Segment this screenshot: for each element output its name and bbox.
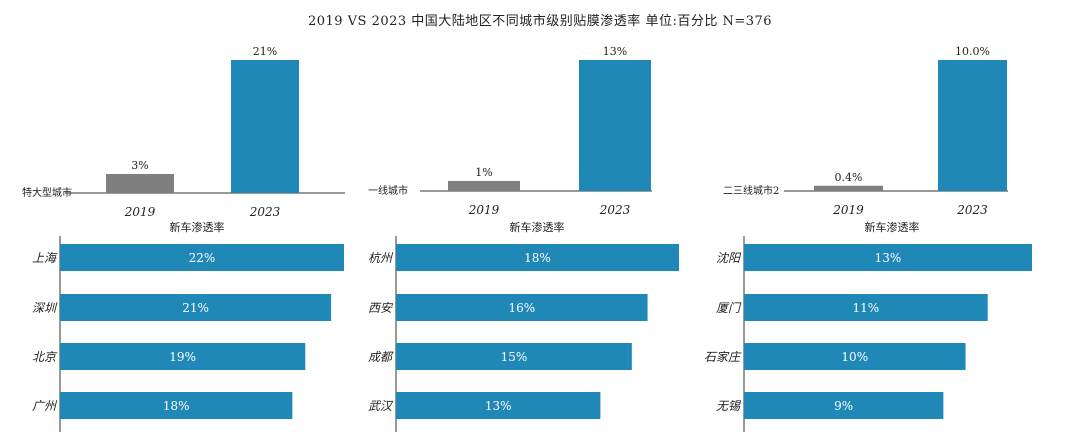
city-bar-value: 19% <box>169 350 196 364</box>
city-label: 北京 <box>32 350 58 364</box>
bar-2023 <box>579 60 651 191</box>
city-tier-label: 一线城市 <box>368 184 408 197</box>
city-bar <box>60 343 306 370</box>
x-tick-label: 2023 <box>956 203 988 217</box>
city-bar <box>60 392 293 419</box>
x-tick-label: 2023 <box>599 203 631 217</box>
city-tier-label: 二三线城市2 <box>723 184 779 197</box>
city-bar <box>744 343 966 370</box>
city-bar <box>60 294 332 321</box>
city-label: 西安 <box>368 301 394 315</box>
city-bar-value: 16% <box>508 301 535 315</box>
city-bar-value: 9% <box>834 399 853 413</box>
city-label: 深圳 <box>32 301 58 315</box>
city-bar <box>744 244 1032 271</box>
bar-value-label: 0.4% <box>835 171 863 184</box>
city-label: 沈阳 <box>716 251 742 265</box>
sub-chart-title: 新车渗透率 <box>865 220 920 234</box>
city-bar-value: 15% <box>501 350 528 364</box>
city-label: 石家庄 <box>704 350 742 364</box>
city-bar-value: 13% <box>875 251 902 265</box>
city-tier-label: 特大型城市 <box>22 186 72 199</box>
city-bar-value: 22% <box>189 251 216 265</box>
bar-2019 <box>814 185 883 191</box>
city-bar-value: 13% <box>485 399 512 413</box>
city-bar <box>744 294 988 321</box>
x-tick-label: 2019 <box>468 203 500 217</box>
x-tick-label: 2023 <box>249 205 281 219</box>
city-label: 成都 <box>368 350 394 364</box>
bar-2023 <box>938 60 1007 191</box>
x-tick-label: 2019 <box>832 203 864 217</box>
bar-2019 <box>106 174 174 193</box>
city-label: 无锡 <box>716 399 742 413</box>
bar-value-label: 13% <box>603 45 627 58</box>
bar-value-label: 10.0% <box>955 45 990 58</box>
city-bar <box>396 244 679 271</box>
city-bar <box>396 392 601 419</box>
city-label: 杭州 <box>368 251 394 265</box>
city-label: 上海 <box>32 251 58 265</box>
city-bar <box>744 392 944 419</box>
bar-2019 <box>448 180 520 191</box>
city-bar-value: 11% <box>853 301 880 315</box>
city-label: 武汉 <box>368 399 394 413</box>
sub-chart-title: 新车渗透率 <box>170 220 225 234</box>
city-label: 厦门 <box>716 301 742 315</box>
bar-2023 <box>231 60 299 193</box>
city-bar-value: 18% <box>163 399 190 413</box>
city-label: 广州 <box>32 399 58 413</box>
bar-value-label: 21% <box>253 45 277 58</box>
city-bar-value: 18% <box>524 251 551 265</box>
city-bar <box>396 294 648 321</box>
city-bar-value: 10% <box>841 350 868 364</box>
chart-title: 2019 VS 2023 中国大陆地区不同城市级别贴膜渗透率 单位:百分比 N=… <box>307 14 773 29</box>
city-bar <box>60 244 344 271</box>
sub-chart-title: 新车渗透率 <box>510 220 565 234</box>
city-bar-value: 21% <box>182 301 209 315</box>
bar-value-label: 3% <box>131 159 148 172</box>
city-bar <box>396 343 632 370</box>
x-tick-label: 2019 <box>124 205 156 219</box>
bar-value-label: 1% <box>475 166 492 179</box>
